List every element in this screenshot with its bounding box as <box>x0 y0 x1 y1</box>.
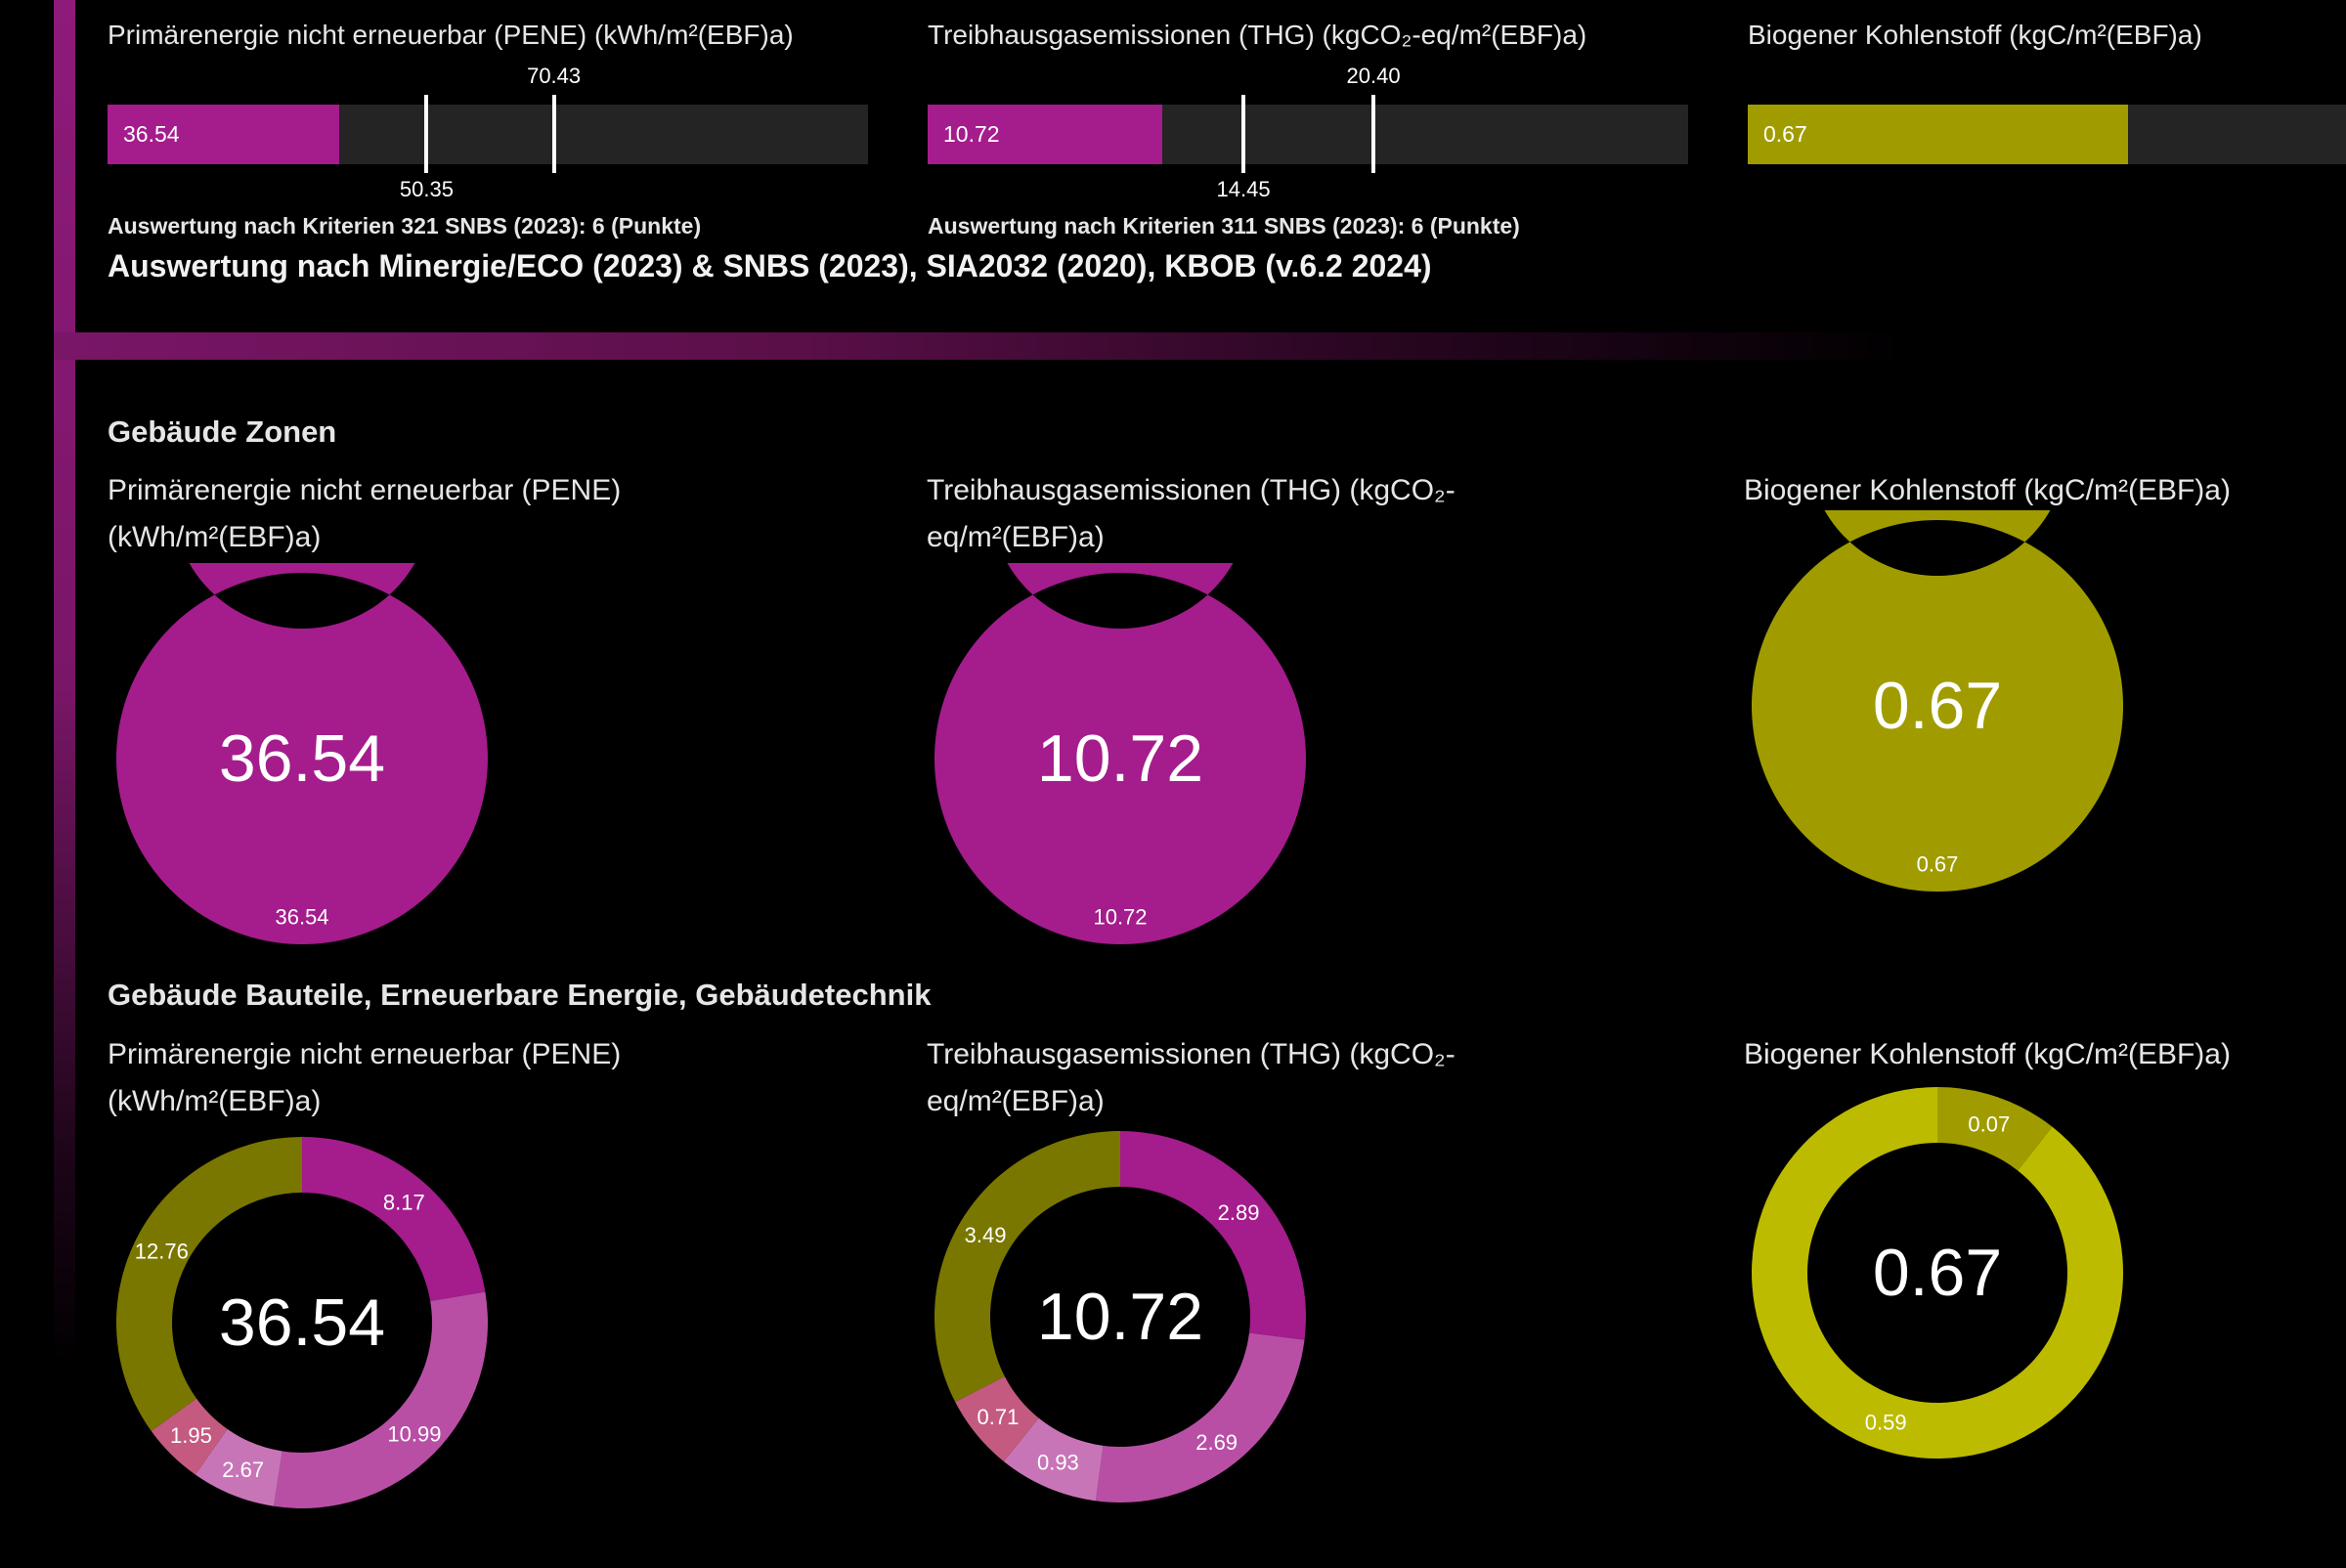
donut-segment[interactable] <box>934 1131 1120 1403</box>
donut-svg: 02.892.690.930.713.49 <box>934 1131 1306 1503</box>
donut-total: 10.72 <box>1036 721 1204 796</box>
segment-label: 2.67 <box>222 1458 264 1482</box>
summary-card <box>75 0 2346 332</box>
donut-segment[interactable] <box>115 563 488 944</box>
donut-chart: 0.67 0.67 <box>1742 510 2133 901</box>
progress-bar: 36.54 50.35 70.43 <box>108 64 868 201</box>
progress-value: 36.54 <box>123 121 180 147</box>
donut-segment[interactable] <box>1120 1131 1306 1340</box>
bar-title: Primärenergie nicht erneuerbar (PENE) (k… <box>108 20 794 50</box>
segment-label: 2.89 <box>1218 1200 1260 1225</box>
segment-label: 0.71 <box>978 1405 1020 1429</box>
progress-bar: 0.67 <box>1748 105 2346 164</box>
criteria-thg: Auswertung nach Kriterien 311 SNBS (2023… <box>928 213 1520 239</box>
donut-segment[interactable] <box>1752 1087 2123 1459</box>
donut-title-line1: Biogener Kohlenstoff (kgC/m²(EBF)a) <box>1744 1038 2231 1070</box>
donut-title-line2: (kWh/m²(EBF)a) <box>108 1085 322 1117</box>
threshold-label: 50.35 <box>399 177 454 201</box>
donut-title-line2: eq/m²(EBF)a) <box>927 521 1105 553</box>
threshold-marker <box>424 95 429 173</box>
donut-total: 0.67 <box>1872 669 2003 743</box>
segment-label: 0.67 <box>1917 852 1959 877</box>
donut-segment[interactable] <box>1003 1417 1104 1502</box>
donut-title: Biogener Kohlenstoff (kgC/m²(EBF)a) <box>1744 467 2231 514</box>
donut-segment[interactable] <box>151 1398 228 1475</box>
threshold-label: 14.45 <box>1216 177 1271 201</box>
progress-value: 10.72 <box>943 121 1000 147</box>
donut-title-line1: Primärenergie nicht erneuerbar (PENE) <box>108 474 622 506</box>
section-heading-zones: Gebäude Zonen <box>108 414 337 449</box>
segment-label: 0.59 <box>1865 1411 1907 1435</box>
segment-label: 2.69 <box>1195 1430 1238 1455</box>
progress-value: 0.67 <box>1763 121 1807 147</box>
threshold-marker <box>551 95 556 173</box>
threshold-label: 20.40 <box>1346 64 1401 88</box>
donut-title: Treibhausgasemissionen (THG) (kgCO₂- eq/m… <box>927 467 1455 561</box>
donut-title: Primärenergie nicht erneuerbar (PENE) (kW… <box>108 1031 621 1125</box>
donut-svg: 0.67 <box>1751 510 2123 892</box>
threshold-marker <box>1241 95 1246 173</box>
segment-label: 0.93 <box>1037 1450 1079 1474</box>
donut-svg: 36.54 <box>115 563 488 944</box>
donut-segment[interactable] <box>1095 1332 1305 1503</box>
donut-segment[interactable] <box>934 563 1306 944</box>
donut-total: 10.72 <box>1036 1280 1204 1354</box>
donut-title-line1: Treibhausgasemissionen (THG) (kgCO₂- <box>927 474 1455 506</box>
donut-title: Primärenergie nicht erneuerbar (PENE) (kW… <box>108 467 621 561</box>
donut-segment[interactable] <box>1751 510 2123 892</box>
donut-chart: 36.54 36.54 <box>107 563 498 954</box>
evaluation-heading: Auswertung nach Minergie/ECO (2023) & SN… <box>108 248 1432 283</box>
bar-title: Treibhausgasemissionen (THG) (kgCO₂-eq/m… <box>928 20 1587 50</box>
segment-label: 12.76 <box>135 1239 189 1263</box>
donut-chart: 10.72 10.72 <box>925 563 1316 954</box>
segment-label: 0.07 <box>1968 1111 2010 1136</box>
donut-segment[interactable] <box>195 1428 282 1506</box>
donut-title-line1: Biogener Kohlenstoff (kgC/m²(EBF)a) <box>1744 474 2231 506</box>
progress-fill <box>1748 105 2128 164</box>
donut-svg: 00.070.59 <box>1752 1087 2123 1459</box>
accent-vertical-bar <box>54 0 75 1369</box>
threshold-label: 70.43 <box>527 64 582 88</box>
donut-svg: 10.72 <box>934 563 1306 944</box>
donut-segment[interactable] <box>1937 1087 2053 1171</box>
segment-label: 8.17 <box>383 1191 425 1215</box>
donut-title: Biogener Kohlenstoff (kgC/m²(EBF)a) <box>1744 1031 2231 1078</box>
progress-fill <box>928 105 1162 164</box>
segment-label: 10.72 <box>1093 905 1147 930</box>
section-heading-components: Gebäude Bauteile, Erneuerbare Energie, G… <box>108 978 932 1012</box>
donut-segment[interactable] <box>116 1137 302 1431</box>
segment-label: 10.99 <box>387 1421 441 1446</box>
donut-title-line1: Treibhausgasemissionen (THG) (kgCO₂- <box>927 1038 1455 1070</box>
donut-chart: 00.070.590.67 <box>1742 1077 2133 1468</box>
accent-horizontal-band <box>54 332 1911 360</box>
donut-segment[interactable] <box>955 1376 1039 1462</box>
donut-segment[interactable] <box>274 1291 489 1508</box>
criteria-pene: Auswertung nach Kriterien 321 SNBS (2023… <box>108 213 702 239</box>
segment-label: 1.95 <box>170 1423 212 1448</box>
progress-bar: 10.72 14.45 20.40 <box>928 64 1688 201</box>
threshold-marker <box>1371 95 1376 173</box>
donut-total: 36.54 <box>218 1285 386 1360</box>
progress-fill <box>108 105 339 164</box>
donut-segment[interactable] <box>302 1137 486 1302</box>
donut-title-line1: Primärenergie nicht erneuerbar (PENE) <box>108 1038 622 1070</box>
bar-title: Biogener Kohlenstoff (kgC/m²(EBF)a) <box>1748 20 2202 50</box>
segment-label: 3.49 <box>965 1223 1007 1247</box>
donut-title-line2: (kWh/m²(EBF)a) <box>108 521 322 553</box>
segment-label: 36.54 <box>275 905 328 930</box>
donut-total: 36.54 <box>218 721 386 796</box>
donut-total: 0.67 <box>1872 1236 2003 1310</box>
donut-title-line2: eq/m²(EBF)a) <box>927 1085 1105 1117</box>
donut-title: Treibhausgasemissionen (THG) (kgCO₂- eq/m… <box>927 1031 1455 1125</box>
